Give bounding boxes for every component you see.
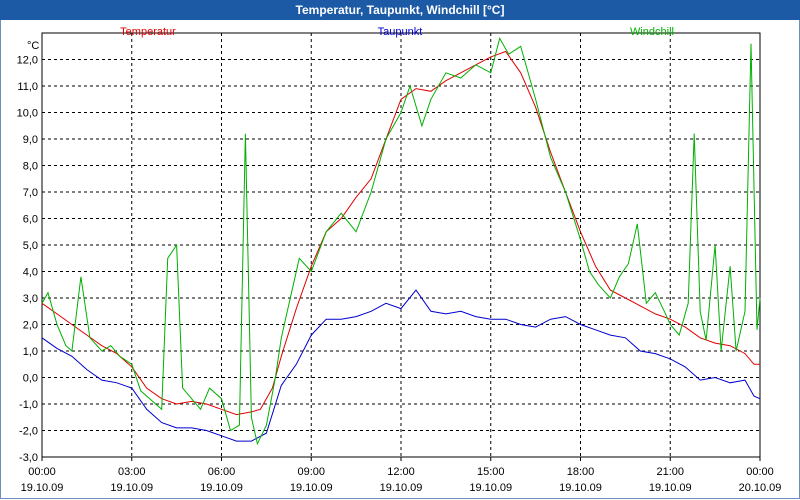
y-tick-label: 11,0 [17,81,38,93]
plot-border [41,32,761,458]
axes: -3,0 -2,0 -1,0 0,0 1,0 2,0 3,0 4,0 5,0 6,0 7,0 8,0 9… [17,32,782,494]
legend-temperatur: Temperatur [120,26,176,38]
y-tick-label: 6,0 [23,214,38,226]
x-tick-time: 21:00 [656,466,684,478]
x-tick-time: 00:00 [746,466,774,478]
y-tick-label: 4,0 [23,267,38,279]
legend-taupunkt: Taupunkt [378,26,423,38]
y-tick-label: -1,0 [19,399,38,411]
series-line-temperatur [41,50,760,416]
y-tick-label: 5,0 [23,240,38,252]
line-chart: -3,0 -2,0 -1,0 0,0 1,0 2,0 3,0 4,0 5,0 6,0 7,0 8,0 9… [17,26,782,494]
y-tick-label: 0,0 [23,373,38,385]
y-tick-label: 1,0 [23,346,38,358]
y-tick-label: -3,0 [19,452,38,464]
y-tick-label: 10,0 [17,108,38,120]
x-tick-time: 03:00 [118,466,146,478]
x-tick-time: 12:00 [387,466,415,478]
y-tick-label: -2,0 [19,426,38,438]
x-tick-date: 20.10.09 [739,482,782,494]
x-tick-time: 18:00 [567,466,595,478]
y-tick-label: 7,0 [23,187,38,199]
x-tick-date: 19.10.09 [469,482,512,494]
y-tick-label: 2,0 [23,320,38,332]
window-title: Temperatur, Taupunkt, Windchill [°C] [0,0,800,20]
x-tick-time: 09:00 [297,466,325,478]
x-tick-date: 19.10.09 [380,482,423,494]
series-lines [41,36,761,446]
x-tick-date: 19.10.09 [559,482,602,494]
y-tick-label: 8,0 [23,161,38,173]
x-tick-date: 19.10.09 [110,482,153,494]
grid [42,33,760,458]
legend: Temperatur Taupunkt Windchill [120,26,674,38]
x-tick-time: 00:00 [28,466,56,478]
x-tick-date: 19.10.09 [21,482,64,494]
y-unit-label: °C [27,40,39,52]
x-tick-date: 19.10.09 [290,482,333,494]
x-tick-date: 19.10.09 [649,482,692,494]
x-tick-time: 06:00 [208,466,236,478]
series-line-taupunkt [41,289,761,442]
x-tick-time: 15:00 [477,466,505,478]
chart-frame: -3,0 -2,0 -1,0 0,0 1,0 2,0 3,0 4,0 5,0 6,0 7,0 8,0 9… [0,20,800,499]
y-tick-label: 3,0 [23,293,38,305]
y-tick-label: 12,0 [17,55,38,67]
legend-windchill: Windchill [630,26,674,38]
y-tick-label: 9,0 [23,134,38,146]
x-tick-date: 19.10.09 [200,482,243,494]
series-line-windchill [41,36,761,446]
